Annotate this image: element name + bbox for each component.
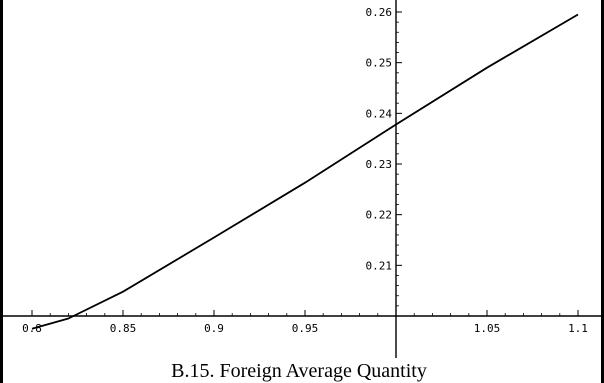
ticks: 0.8 0.85 0.9 0.95 1.05 1.10.210.220.230.240.2… [22,6,588,335]
x-tick-label: 0.95 [292,322,319,335]
y-tick-label: 0.21 [366,259,393,272]
x-tick-label: 1.05 [474,322,501,335]
series-layer [31,13,579,330]
x-tick-label: 0.85 [110,322,137,335]
y-tick-label: 0.22 [366,209,393,222]
series-line [31,13,579,330]
x-tick-label: 0.9 [204,322,224,335]
y-tick-label: 0.24 [366,107,393,120]
y-tick-label: 0.25 [366,57,393,70]
y-tick-label: 0.23 [366,158,393,171]
axes [3,0,601,358]
y-tick-label: 0.26 [366,6,393,19]
chart-caption: B.15. Foreign Average Quantity [171,360,427,382]
x-tick-label: 1.1 [568,322,588,335]
